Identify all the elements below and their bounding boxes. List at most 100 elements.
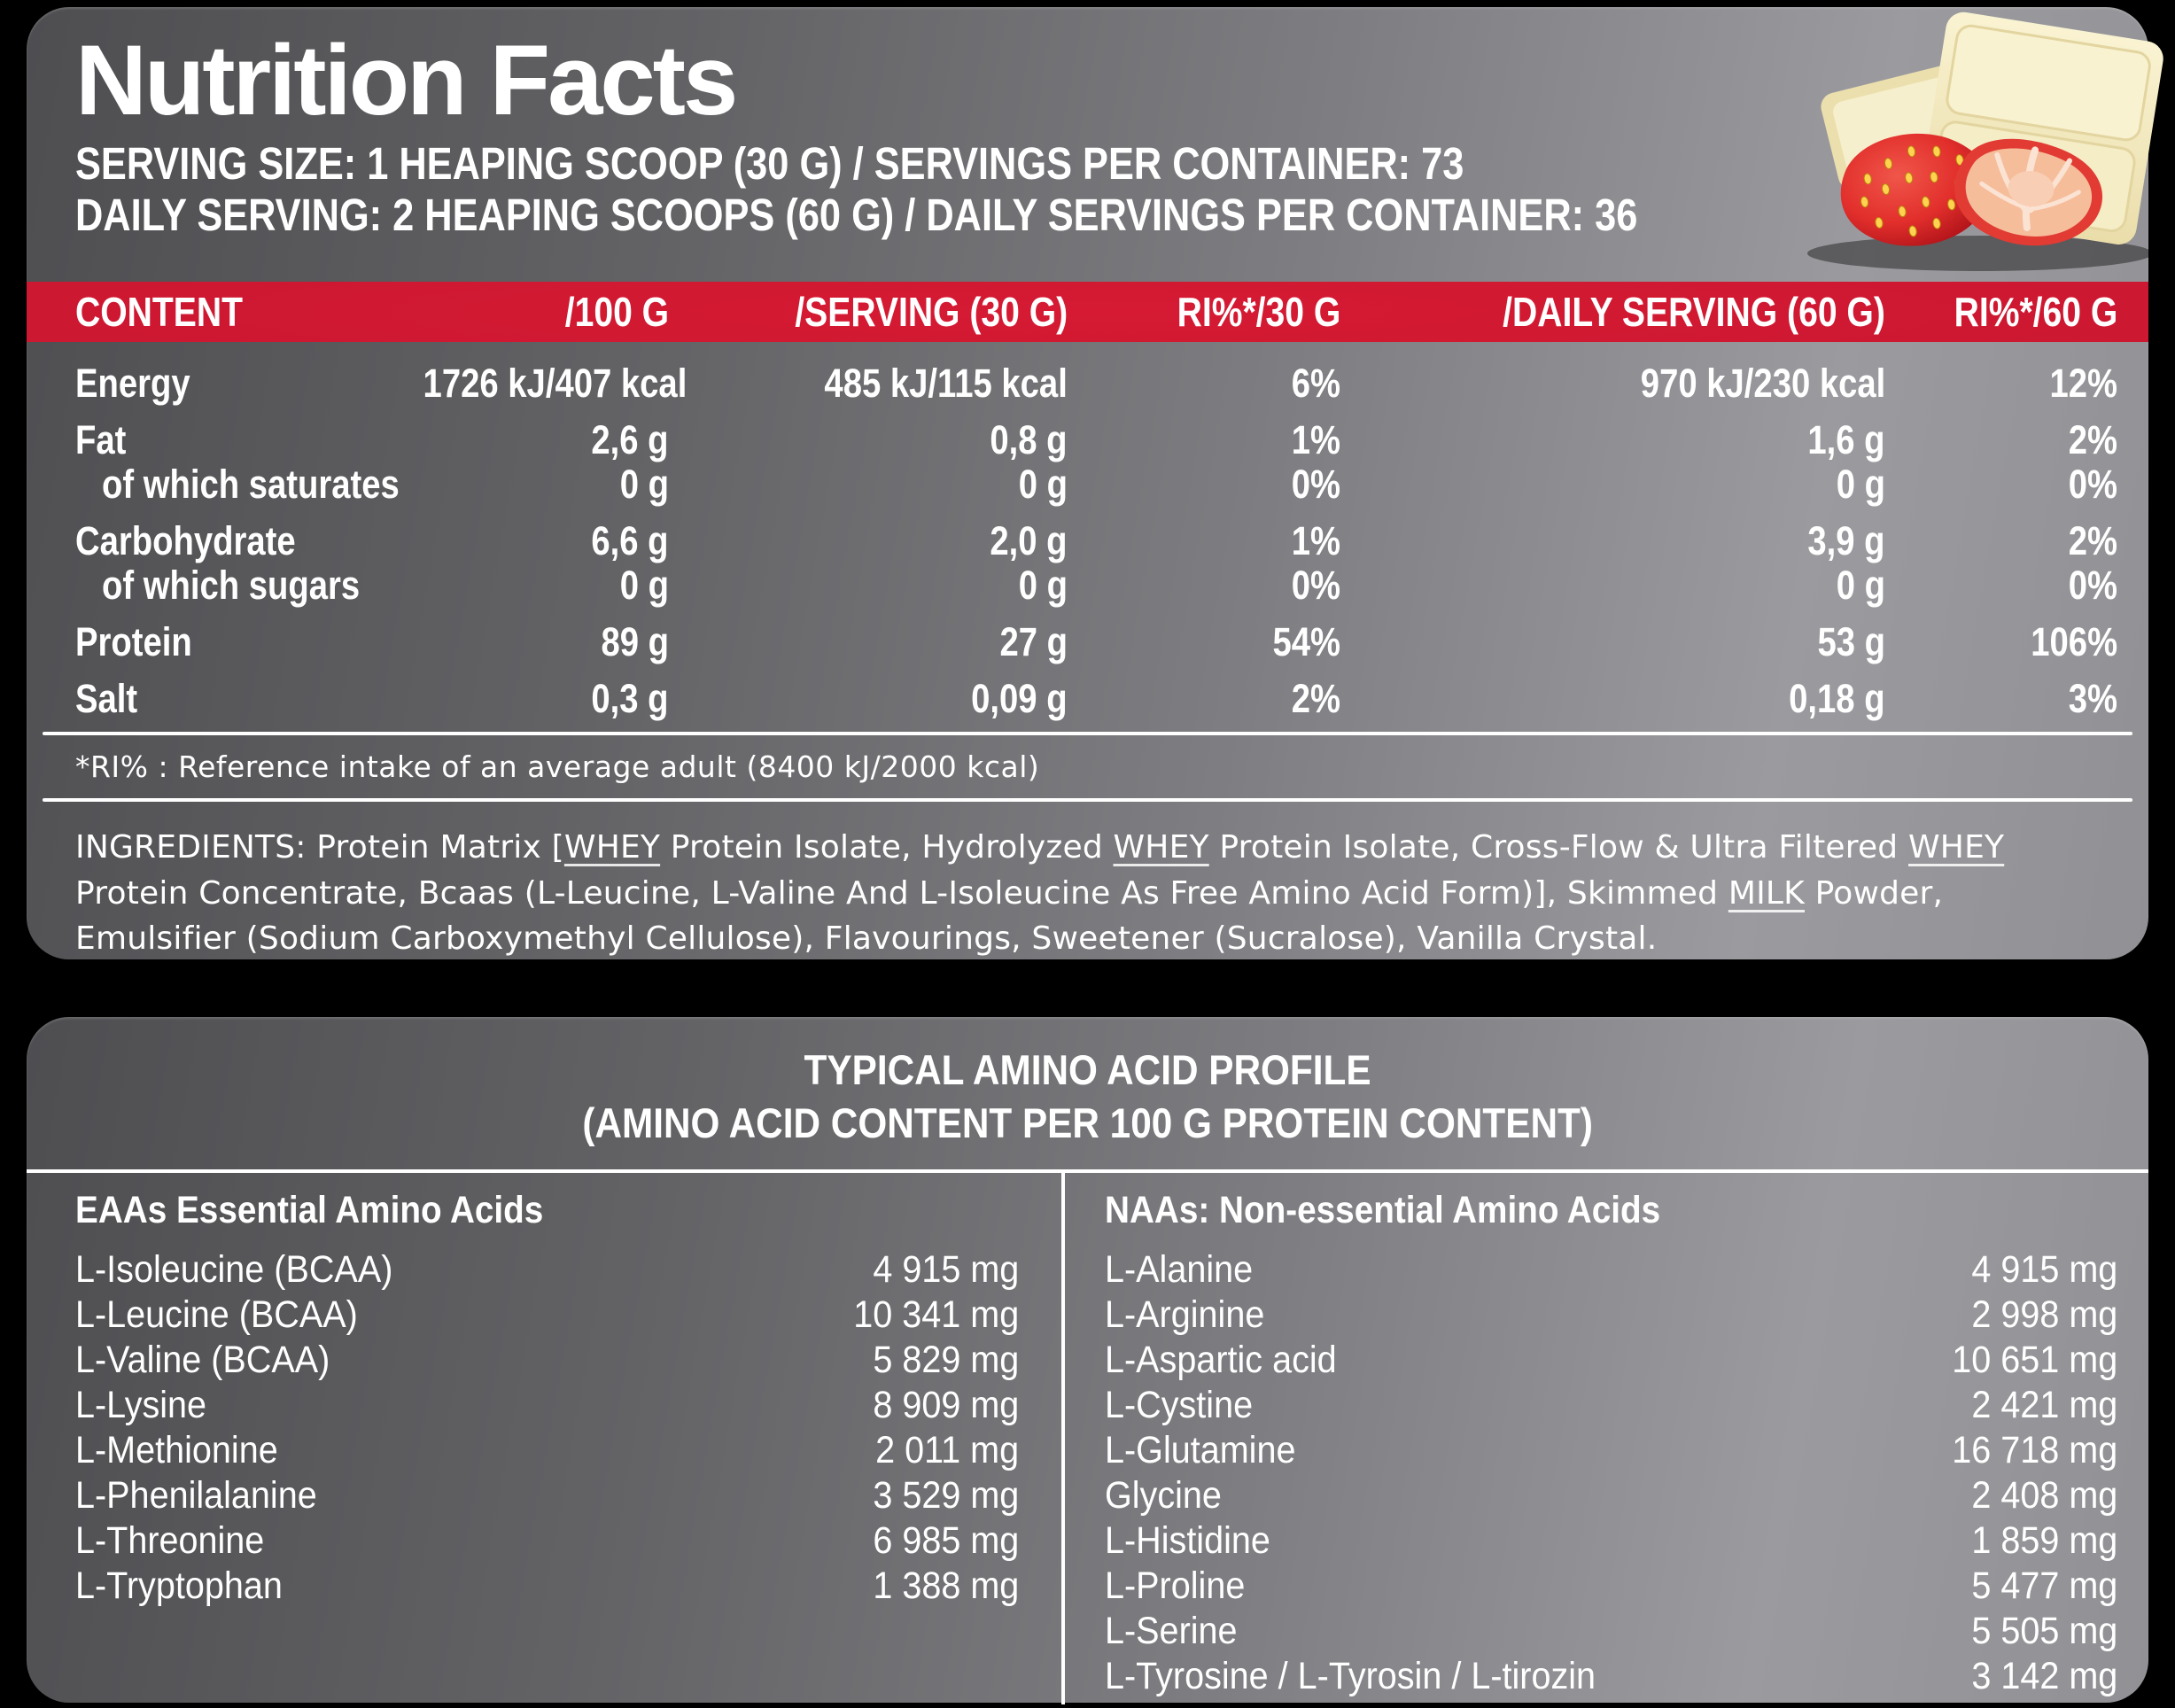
value-daily-serving: 0 g	[1836, 563, 1885, 609]
amino-name: Glycine	[1105, 1473, 1222, 1517]
ingredients-segment: Protein Isolate, Hydrolyzed	[660, 828, 1114, 866]
value-per-100g: 6,6 g	[591, 518, 669, 564]
eaa-header: EAAs Essential Amino Acids	[75, 1189, 544, 1232]
table-row: of which saturates 0 g 0 g 0% 0 g 0%	[27, 464, 2148, 505]
amino-row: L-Valine (BCAA) 5 829 mg	[75, 1338, 1019, 1383]
ingredients-text: INGREDIENTS: Protein Matrix [WHEY Protei…	[75, 825, 2100, 962]
amino-value: 5 505 mg	[1971, 1609, 2117, 1652]
table-row: Salt 0,3 g 0,09 g 2% 0,18 g 3%	[27, 675, 2148, 721]
value-ri-30g: 6%	[1291, 361, 1340, 407]
col-per-100g: /100 G	[564, 289, 669, 336]
amino-row: L-Proline 5 477 mg	[1105, 1564, 2117, 1609]
table-row: of which sugars 0 g 0 g 0% 0 g 0%	[27, 565, 2148, 606]
value-per-100g: 2,6 g	[591, 417, 669, 463]
value-per-100g: 89 g	[601, 618, 669, 664]
amino-name: L-Phenilalanine	[75, 1473, 317, 1517]
value-ri-30g: 54%	[1272, 618, 1340, 664]
value-ri-60g: 0%	[2068, 563, 2117, 609]
amino-name: L-Isoleucine (BCAA)	[75, 1247, 393, 1291]
serving-size-lines: SERVING SIZE: 1 HEAPING SCOOP (30 G) / S…	[75, 138, 2148, 241]
value-ri-60g: 2%	[2068, 417, 2117, 463]
amino-name: L-Serine	[1105, 1609, 1238, 1652]
amino-value: 6 985 mg	[873, 1518, 1019, 1562]
amino-value: 2 998 mg	[1971, 1293, 2117, 1336]
nutrient-label: Salt	[75, 675, 138, 721]
amino-row: L-Aspartic acid 10 651 mg	[1105, 1338, 2117, 1383]
amino-row: L-Methionine 2 011 mg	[75, 1428, 1019, 1473]
value-daily-serving: 0 g	[1836, 462, 1885, 508]
col-ri-60g: RI%*/60 G	[1954, 289, 2117, 336]
eaa-list: L-Isoleucine (BCAA) 4 915 mg L-Leucine (…	[75, 1247, 1019, 1609]
amino-name: L-Alanine	[1105, 1247, 1254, 1291]
value-per-serving: 0,09 g	[971, 675, 1068, 721]
amino-row: L-Arginine 2 998 mg	[1105, 1293, 2117, 1338]
amino-value: 2 408 mg	[1971, 1473, 2117, 1517]
nutrient-label: Carbohydrate	[75, 518, 296, 564]
value-per-100g: 0 g	[619, 462, 669, 508]
naa-header: NAAs: Non-essential Amino Acids	[1105, 1189, 1661, 1232]
table-header-row: CONTENT /100 G /SERVING (30 G) RI%*/30 G…	[27, 288, 2148, 336]
amino-row: L-Threonine 6 985 mg	[75, 1518, 1019, 1564]
amino-row: L-Histidine 1 859 mg	[1105, 1518, 2117, 1564]
value-ri-60g: 0%	[2068, 462, 2117, 508]
amino-row: L-Lysine 8 909 mg	[75, 1383, 1019, 1428]
value-per-serving: 0 g	[1018, 462, 1068, 508]
nutrition-table: Energy 1726 kJ/407 kcal 485 kJ/115 kcal …	[27, 363, 2148, 718]
amino-row: L-Tyrosine / L-Tyrosin / L-tirozin 3 142…	[1105, 1654, 2117, 1699]
ingredients-segment: WHEY	[1113, 828, 1209, 866]
value-daily-serving: 0,18 g	[1789, 675, 1885, 721]
amino-name: L-Glutamine	[1105, 1428, 1296, 1471]
value-per-serving: 27 g	[999, 618, 1068, 664]
amino-name: L-Tryptophan	[75, 1564, 283, 1607]
amino-value: 3 529 mg	[873, 1473, 1019, 1517]
value-per-100g: 1726 kJ/407 kcal	[423, 361, 687, 407]
divider-line	[43, 731, 2132, 735]
amino-row: L-Glutamine 16 718 mg	[1105, 1428, 2117, 1473]
amino-row: L-Serine 5 505 mg	[1105, 1609, 2117, 1654]
amino-value: 1 859 mg	[1971, 1518, 2117, 1562]
daily-serving-line: DAILY SERVING: 2 HEAPING SCOOPS (60 G) /…	[75, 190, 1638, 241]
value-ri-30g: 1%	[1291, 518, 1340, 564]
table-row: Carbohydrate 6,6 g 2,0 g 1% 3,9 g 2%	[27, 521, 2148, 562]
amino-value: 10 341 mg	[853, 1293, 1019, 1336]
amino-name: L-Arginine	[1105, 1293, 1265, 1336]
ri-footnote: *RI% : Reference intake of an average ad…	[75, 749, 1040, 784]
value-per-serving: 0 g	[1018, 563, 1068, 609]
value-ri-60g: 2%	[2068, 518, 2117, 564]
serving-size-line: SERVING SIZE: 1 HEAPING SCOOP (30 G) / S…	[75, 138, 1464, 190]
value-daily-serving: 53 g	[1817, 618, 1885, 664]
amino-acid-panel: TYPICAL AMINO ACID PROFILE (AMINO ACID C…	[27, 1017, 2148, 1705]
value-ri-30g: 2%	[1291, 675, 1340, 721]
amino-row: L-Leucine (BCAA) 10 341 mg	[75, 1293, 1019, 1338]
amino-value: 2 011 mg	[874, 1428, 1019, 1471]
value-per-serving: 2,0 g	[990, 518, 1068, 564]
table-row: Energy 1726 kJ/407 kcal 485 kJ/115 kcal …	[27, 363, 2148, 404]
ingredients-segment: Protein Isolate, Cross-Flow & Ultra Filt…	[1208, 828, 1909, 866]
table-header-band: CONTENT /100 G /SERVING (30 G) RI%*/30 G…	[27, 282, 2148, 343]
eaa-column: EAAs Essential Amino Acids L-Isoleucine …	[27, 1173, 1061, 1704]
amino-name: L-Tyrosine / L-Tyrosin / L-tirozin	[1105, 1654, 1596, 1697]
col-ri-30g: RI%*/30 G	[1177, 289, 1340, 336]
amino-row: Glycine 2 408 mg	[1105, 1473, 2117, 1518]
amino-name: L-Histidine	[1105, 1518, 1270, 1562]
amino-name: L-Lysine	[75, 1383, 207, 1426]
amino-value: 3 142 mg	[1971, 1654, 2117, 1697]
ingredients-segment: MILK	[1728, 874, 1805, 912]
ingredients-segment: WHEY	[563, 828, 661, 866]
value-daily-serving: 3,9 g	[1807, 518, 1885, 564]
amino-value: 4 915 mg	[873, 1247, 1019, 1291]
amino-value: 5 477 mg	[1971, 1564, 2117, 1607]
table-row: Fat 2,6 g 0,8 g 1% 1,6 g 2%	[27, 420, 2148, 461]
value-daily-serving: 970 kJ/230 kcal	[1640, 361, 1885, 407]
strawberry-white-chocolate-image	[1807, 12, 2163, 271]
value-ri-30g: 1%	[1291, 417, 1340, 463]
amino-value: 16 718 mg	[1952, 1428, 2117, 1471]
nutrient-label: Fat	[75, 417, 127, 463]
ingredients-segment: WHEY	[1908, 828, 2005, 866]
value-ri-60g: 106%	[2031, 618, 2117, 664]
amino-name: L-Valine (BCAA)	[75, 1338, 330, 1381]
amino-value: 8 909 mg	[873, 1383, 1019, 1426]
naa-column: NAAs: Non-essential Amino Acids L-Alanin…	[1061, 1173, 2148, 1705]
value-per-serving: 485 kJ/115 kcal	[824, 361, 1068, 407]
